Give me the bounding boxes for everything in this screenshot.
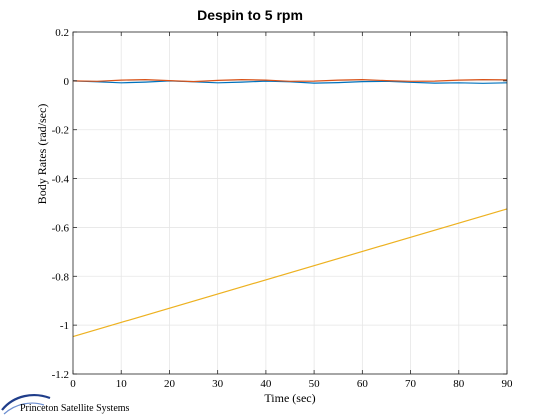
y-tick-label: -0.6 — [52, 222, 70, 234]
x-tick-label: 70 — [405, 378, 417, 390]
x-tick-label: 60 — [357, 378, 369, 390]
y-tick-label: 0 — [64, 76, 70, 88]
y-tick-label: -0.2 — [52, 125, 69, 137]
series-line-2 — [72, 78, 508, 83]
x-axis-label: Time (sec) — [264, 391, 315, 405]
y-tick-label: 0.2 — [55, 27, 69, 39]
x-tick-label: 40 — [260, 378, 272, 390]
x-tick-label: 30 — [212, 378, 224, 390]
y-axis-label: Body Rates (rad/sec) — [35, 104, 49, 205]
x-tick-label: 90 — [502, 378, 514, 390]
y-tick-label: -1.2 — [52, 369, 69, 381]
x-tick-label: 10 — [116, 378, 128, 390]
company-name: Princeton Satellite Systems — [20, 403, 130, 414]
x-tick-label: 20 — [164, 378, 176, 390]
y-tick-label: -0.8 — [52, 271, 70, 283]
x-tick-label: 80 — [453, 378, 465, 390]
x-tick-label: 50 — [309, 378, 321, 390]
logo-swoosh-icon — [1, 394, 51, 411]
plot-frame — [72, 31, 508, 375]
y-tick-label: -0.4 — [52, 174, 70, 186]
tick-layer: 0 10 20 30 40 50 60 70 80 90 0.2 0 -0.2 -0.4 -0.6 -0.8 -… — [52, 27, 513, 390]
y-tick-label: -1 — [60, 320, 69, 332]
company-logo: Princeton Satellite Systems — [1, 394, 130, 415]
series-line-3 — [72, 208, 508, 338]
logo-swoosh-inner-icon — [3, 402, 45, 415]
x-tick-label: 0 — [70, 378, 76, 390]
chart-title: Despin to 5 rpm — [197, 7, 303, 23]
series-layer — [72, 78, 508, 338]
